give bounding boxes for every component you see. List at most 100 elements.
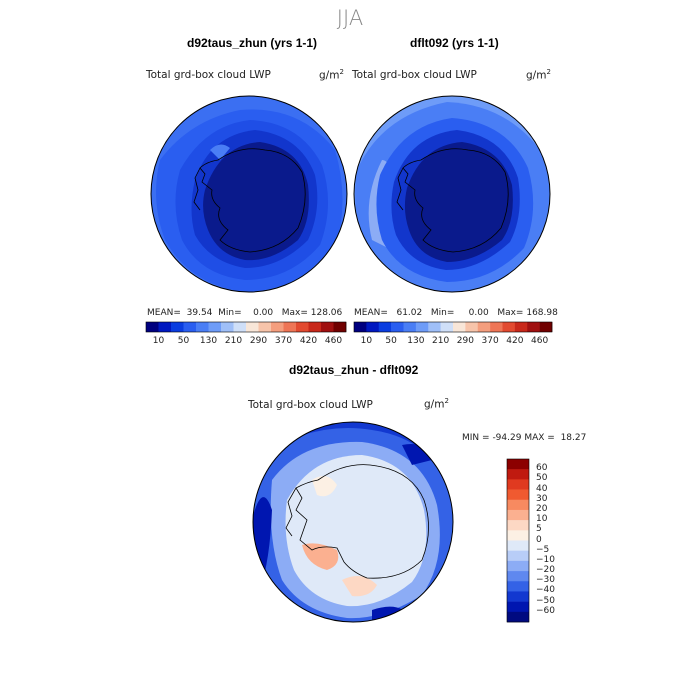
diff-colorbar-label: −60 [536, 605, 555, 616]
panel1-colorbar-swatch [246, 322, 259, 332]
panel1-colorbar-swatch [271, 322, 284, 332]
panel2-colorbar-tick: 370 [481, 336, 499, 346]
diff-colorbar-swatch [507, 509, 529, 521]
panel1-stats: MEAN= 39.54 Min= 0.00 Max= 128.06 [147, 308, 343, 318]
panel2-stats: MEAN= 61.02 Min= 0.00 Max= 168.98 [354, 308, 558, 318]
panel2-colorbar-swatch [391, 322, 404, 332]
panel1-colorbar-swatch [183, 322, 197, 332]
panel1-colorbar-tick: 10 [152, 336, 165, 346]
diff-colorbar-label: −40 [536, 585, 555, 596]
diff-colorbar-label: 40 [536, 483, 548, 494]
diff-colorbar-label: 0 [536, 534, 542, 545]
panel2-colorbar-swatch [403, 322, 417, 332]
panel2-colorbar-swatch [539, 322, 553, 332]
diff-colorbar-swatch [507, 560, 529, 572]
diff-colorbar-swatch [507, 459, 529, 470]
panel2-title: dflt092 (yrs 1-1) [410, 36, 499, 50]
diff-colorbar-label: 30 [536, 493, 548, 504]
panel1-colorbar-swatch [233, 322, 247, 332]
diff-colorbar-swatch [507, 520, 529, 531]
panel2-colorbar-swatch [465, 322, 479, 332]
diff-variable-label: Total grd-box cloud LWP [248, 399, 373, 411]
panel2-colorbar-swatch [354, 322, 367, 332]
panel2-colorbar-ticks: 10 50 130 210 290 370 420 460 [354, 336, 552, 348]
diff-colorbar-swatch [507, 550, 529, 562]
panel2-colorbar-swatch [514, 322, 528, 332]
panel2-colorbar-tick: 50 [385, 336, 397, 346]
diff-colorbar-label: −5 [536, 544, 550, 555]
diff-colorbar-label: 50 [536, 473, 548, 484]
panel1-colorbar-swatch [146, 322, 159, 332]
panel2-colorbar-swatch [440, 322, 454, 332]
panel2-colorbar-swatch [378, 322, 392, 332]
panel1-coastline [199, 148, 306, 253]
panel2-colorbar-swatch [502, 322, 516, 332]
diff-colorbar-swatch [507, 611, 529, 623]
panel2-colorbar [353, 321, 553, 333]
panel1-colorbar-swatch [258, 322, 272, 332]
diff-colorbar-swatch [507, 601, 529, 613]
diff-colorbar-label: −20 [536, 565, 555, 576]
diff-colorbar-swatch [507, 479, 529, 490]
panel1-colorbar-tick: 420 [299, 336, 318, 346]
panel1-colorbar-swatch [308, 322, 322, 332]
panel2-colorbar-tick: 420 [506, 336, 524, 346]
panel1-variable-label: Total grd-box cloud LWP [146, 69, 271, 81]
panel2-coastline [402, 148, 509, 253]
panel1-colorbar-tick: 130 [199, 336, 218, 346]
diff-colorbar-label: −30 [536, 575, 555, 586]
panel1-colorbar [145, 321, 347, 333]
diff-colorbar-swatch [507, 591, 529, 602]
diff-colorbar-label: 20 [536, 503, 548, 514]
panel2-colorbar-swatch [477, 322, 491, 332]
diff-colorbar-label: 60 [536, 463, 548, 474]
panel2-colorbar-swatch [415, 322, 429, 332]
panel2-colorbar-swatch [490, 322, 503, 332]
diff-colorbar-label: 5 [536, 524, 542, 535]
panel1-unit: g/m2 [319, 68, 344, 82]
diff-colorbar-swatch [507, 469, 529, 480]
diff-map [252, 421, 454, 623]
panel1-colorbar-swatch [283, 322, 297, 332]
panel2-colorbar-tick: 10 [360, 336, 373, 346]
panel2-colorbar-tick: 460 [531, 336, 549, 346]
panel1-map [150, 95, 348, 293]
diff-colorbar-label: −50 [536, 595, 555, 606]
diff-colorbar-swatch [507, 540, 529, 551]
panel1-colorbar-tick: 460 [324, 336, 343, 346]
panel1-colorbar-swatch [296, 322, 309, 332]
panel2-colorbar-tick: 290 [456, 336, 474, 346]
panel1-colorbar-tick: 210 [224, 336, 243, 346]
panel1-title: d92taus_zhun (yrs 1-1) [187, 36, 318, 50]
panel1-colorbar-tick: 50 [177, 336, 190, 346]
diff-colorbar-swatch [507, 499, 529, 511]
panel2-map [353, 95, 551, 293]
diff-unit: g/m2 [424, 397, 449, 411]
panel1-colorbar-swatch [158, 322, 172, 332]
panel2-colorbar-swatch [527, 322, 540, 332]
panel1-colorbar-swatch [321, 322, 334, 332]
panel1-colorbar-swatch [333, 322, 347, 332]
diff-minmax: MIN = -94.29 MAX = 18.27 [462, 433, 587, 443]
panel2-colorbar-swatch [453, 322, 466, 332]
panel1-colorbar-swatch [221, 322, 234, 332]
diff-colorbar-swatch [507, 571, 529, 582]
diff-colorbar-swatch [507, 581, 529, 592]
diff-colorbar-label: 10 [536, 514, 548, 525]
panel1-colorbar-ticks: 10 50 130 210 290 370 420 460 [146, 336, 346, 348]
panel1-colorbar-swatch [208, 322, 222, 332]
diff-colorbar-swatch [507, 489, 529, 501]
panel1-colorbar-swatch [196, 322, 209, 332]
diff-colorbar [506, 458, 530, 623]
season-title: JJA [336, 6, 364, 30]
diff-colorbar-label: −10 [536, 554, 555, 565]
panel2-colorbar-swatch [366, 322, 380, 332]
panel1-colorbar-tick: 370 [274, 336, 293, 346]
panel2-unit: g/m2 [526, 68, 551, 82]
diff-coastline [295, 464, 429, 579]
panel1-colorbar-swatch [171, 322, 184, 332]
panel1-colorbar-tick: 290 [249, 336, 268, 346]
panel2-colorbar-tick: 130 [407, 336, 425, 346]
panel2-variable-label: Total grd-box cloud LWP [352, 69, 477, 81]
diff-colorbar-swatch [507, 530, 529, 541]
